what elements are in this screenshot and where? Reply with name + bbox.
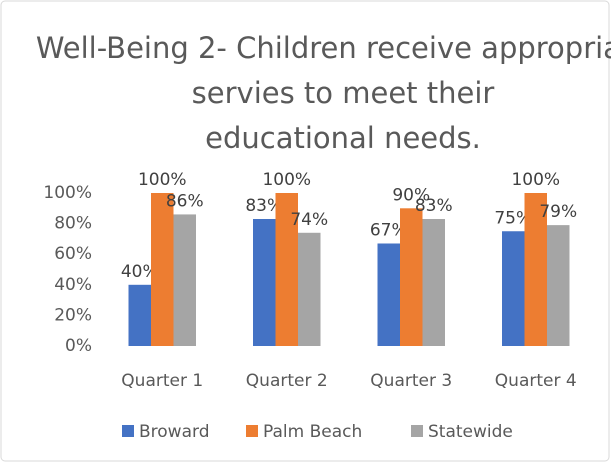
data-label: 75% [494,208,532,228]
data-label: 67% [370,220,408,240]
x-tick-label: Quarter 2 [246,371,328,391]
data-label: 40% [121,262,159,282]
data-label: 86% [166,191,204,211]
x-tick-label: Quarter 3 [370,371,452,391]
legend-label: Broward [139,422,209,442]
y-tick-label: 0% [65,336,92,356]
bar [151,193,174,346]
bar [275,193,298,346]
bar [547,225,570,346]
data-label: 100% [138,170,187,190]
bar [400,208,423,346]
y-tick-label: 20% [54,305,92,325]
y-tick-label: 80% [54,214,92,234]
legend-swatch [411,425,423,437]
legend-label: Statewide [428,422,513,442]
x-tick-label: Quarter 1 [121,371,203,391]
data-label: 74% [290,210,328,230]
data-label: 83% [415,196,453,216]
bar [253,219,276,346]
data-label: 83% [245,196,283,216]
bar [524,193,547,346]
y-tick-label: 60% [54,244,92,264]
bar [422,219,445,346]
bar [173,214,196,346]
y-tick-label: 100% [43,183,92,203]
x-tick-label: Quarter 4 [495,371,577,391]
bar [298,232,321,346]
legend-label: Palm Beach [263,422,362,442]
legend-swatch [122,425,134,437]
data-label: 100% [511,170,560,190]
bar [128,284,151,346]
data-label: 79% [539,202,577,222]
bar [377,243,400,346]
legend-swatch [246,425,258,437]
data-label: 90% [392,185,430,205]
chart-title: Well-Being 2- Children receive appropria… [36,31,611,155]
y-tick-label: 40% [54,275,92,295]
bar [502,231,525,346]
data-label: 100% [262,170,311,190]
